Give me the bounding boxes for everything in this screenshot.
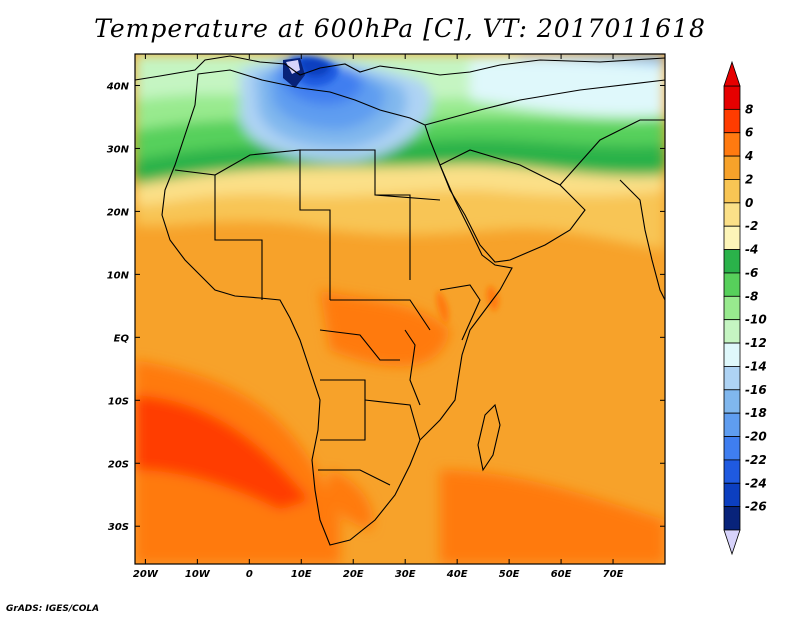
coastlines — [135, 55, 665, 546]
colorbar-swatch — [723, 202, 741, 227]
colorbar-swatch — [723, 342, 741, 367]
y-tick-label: 10N — [107, 270, 130, 281]
temperature-field — [135, 54, 665, 564]
colorbar-label: -14 — [745, 359, 767, 373]
x-tick-label: 20W — [133, 569, 159, 580]
colorbar-label: 4 — [744, 149, 753, 163]
colorbar-label: 8 — [745, 102, 753, 116]
colorbar-label: -26 — [745, 500, 767, 514]
colorbar-label: -16 — [745, 383, 767, 397]
colorbar-label: 2 — [745, 172, 753, 186]
colorbar-swatch — [723, 366, 741, 391]
colorbar-swatch — [723, 85, 741, 110]
colorbar-swatch — [723, 295, 741, 321]
y-tick-label: 30N — [107, 144, 130, 155]
y-axis: 40N 30N 20N 10N EQ 10S 20S 30S — [106, 81, 665, 533]
y-tick-label: EQ — [114, 333, 130, 344]
colorbar-swatch — [723, 389, 741, 414]
colorbar: 8 6 4 2 0 -2 -4 -6 -8 -10 -12 -14 -16 -18 -20 -22 -24 -26 — [723, 60, 767, 556]
chart-title: Temperature at 600hPa [C], VT: 201701161… — [94, 14, 706, 43]
x-tick-label: 10E — [291, 569, 312, 580]
colorbar-label: -24 — [745, 476, 767, 490]
colorbar-top-arrow — [723, 60, 741, 87]
colorbar-swatch — [723, 225, 741, 250]
x-tick-label: 50E — [499, 569, 520, 580]
y-tick-label: 40N — [106, 81, 130, 92]
colorbar-label: -4 — [745, 243, 758, 257]
colorbar-swatch — [723, 412, 741, 437]
colorbar-label: -12 — [745, 336, 767, 350]
colorbar-swatch — [723, 482, 741, 508]
x-tick-label: 10W — [185, 569, 211, 580]
credit-text: GrADS: IGES/COLA — [6, 604, 100, 614]
colorbar-swatch — [723, 155, 741, 180]
x-tick-label: 30E — [395, 569, 416, 580]
x-tick-label: 40E — [446, 569, 468, 580]
colorbar-swatch — [723, 319, 741, 344]
colorbar-swatch — [723, 249, 741, 274]
colorbar-swatch — [723, 436, 741, 461]
x-axis: 20W 10W 0 10E 20E 30E 40E 50E 60E 70E — [133, 54, 624, 580]
y-tick-label: 30S — [108, 522, 129, 533]
y-tick-label: 20N — [107, 207, 130, 218]
y-tick-label: 10S — [108, 396, 129, 407]
colorbar-label: -20 — [745, 430, 767, 444]
x-tick-label: 20E — [343, 569, 364, 580]
x-tick-label: 70E — [603, 569, 624, 580]
colorbar-label: -6 — [745, 266, 758, 280]
colorbar-swatch — [723, 179, 741, 204]
colorbar-label: -10 — [745, 313, 767, 327]
colorbar-label: 6 — [745, 126, 753, 140]
colorbar-swatch — [723, 108, 741, 134]
colorbar-label: 0 — [745, 196, 753, 210]
colorbar-label: -22 — [745, 453, 767, 467]
colorbar-swatch — [723, 272, 741, 297]
colorbar-swatch — [723, 506, 741, 531]
x-tick-label: 60E — [551, 569, 572, 580]
map-frame — [134, 53, 666, 565]
colorbar-swatch — [723, 132, 741, 157]
colorbar-label: -18 — [745, 406, 767, 420]
x-tick-label: 0 — [246, 569, 253, 580]
colorbar-bottom-arrow — [723, 529, 741, 556]
colorbar-label: -2 — [745, 219, 758, 233]
colorbar-swatch — [723, 459, 741, 484]
colorbar-label: -8 — [745, 289, 758, 303]
y-tick-label: 20S — [108, 459, 129, 470]
